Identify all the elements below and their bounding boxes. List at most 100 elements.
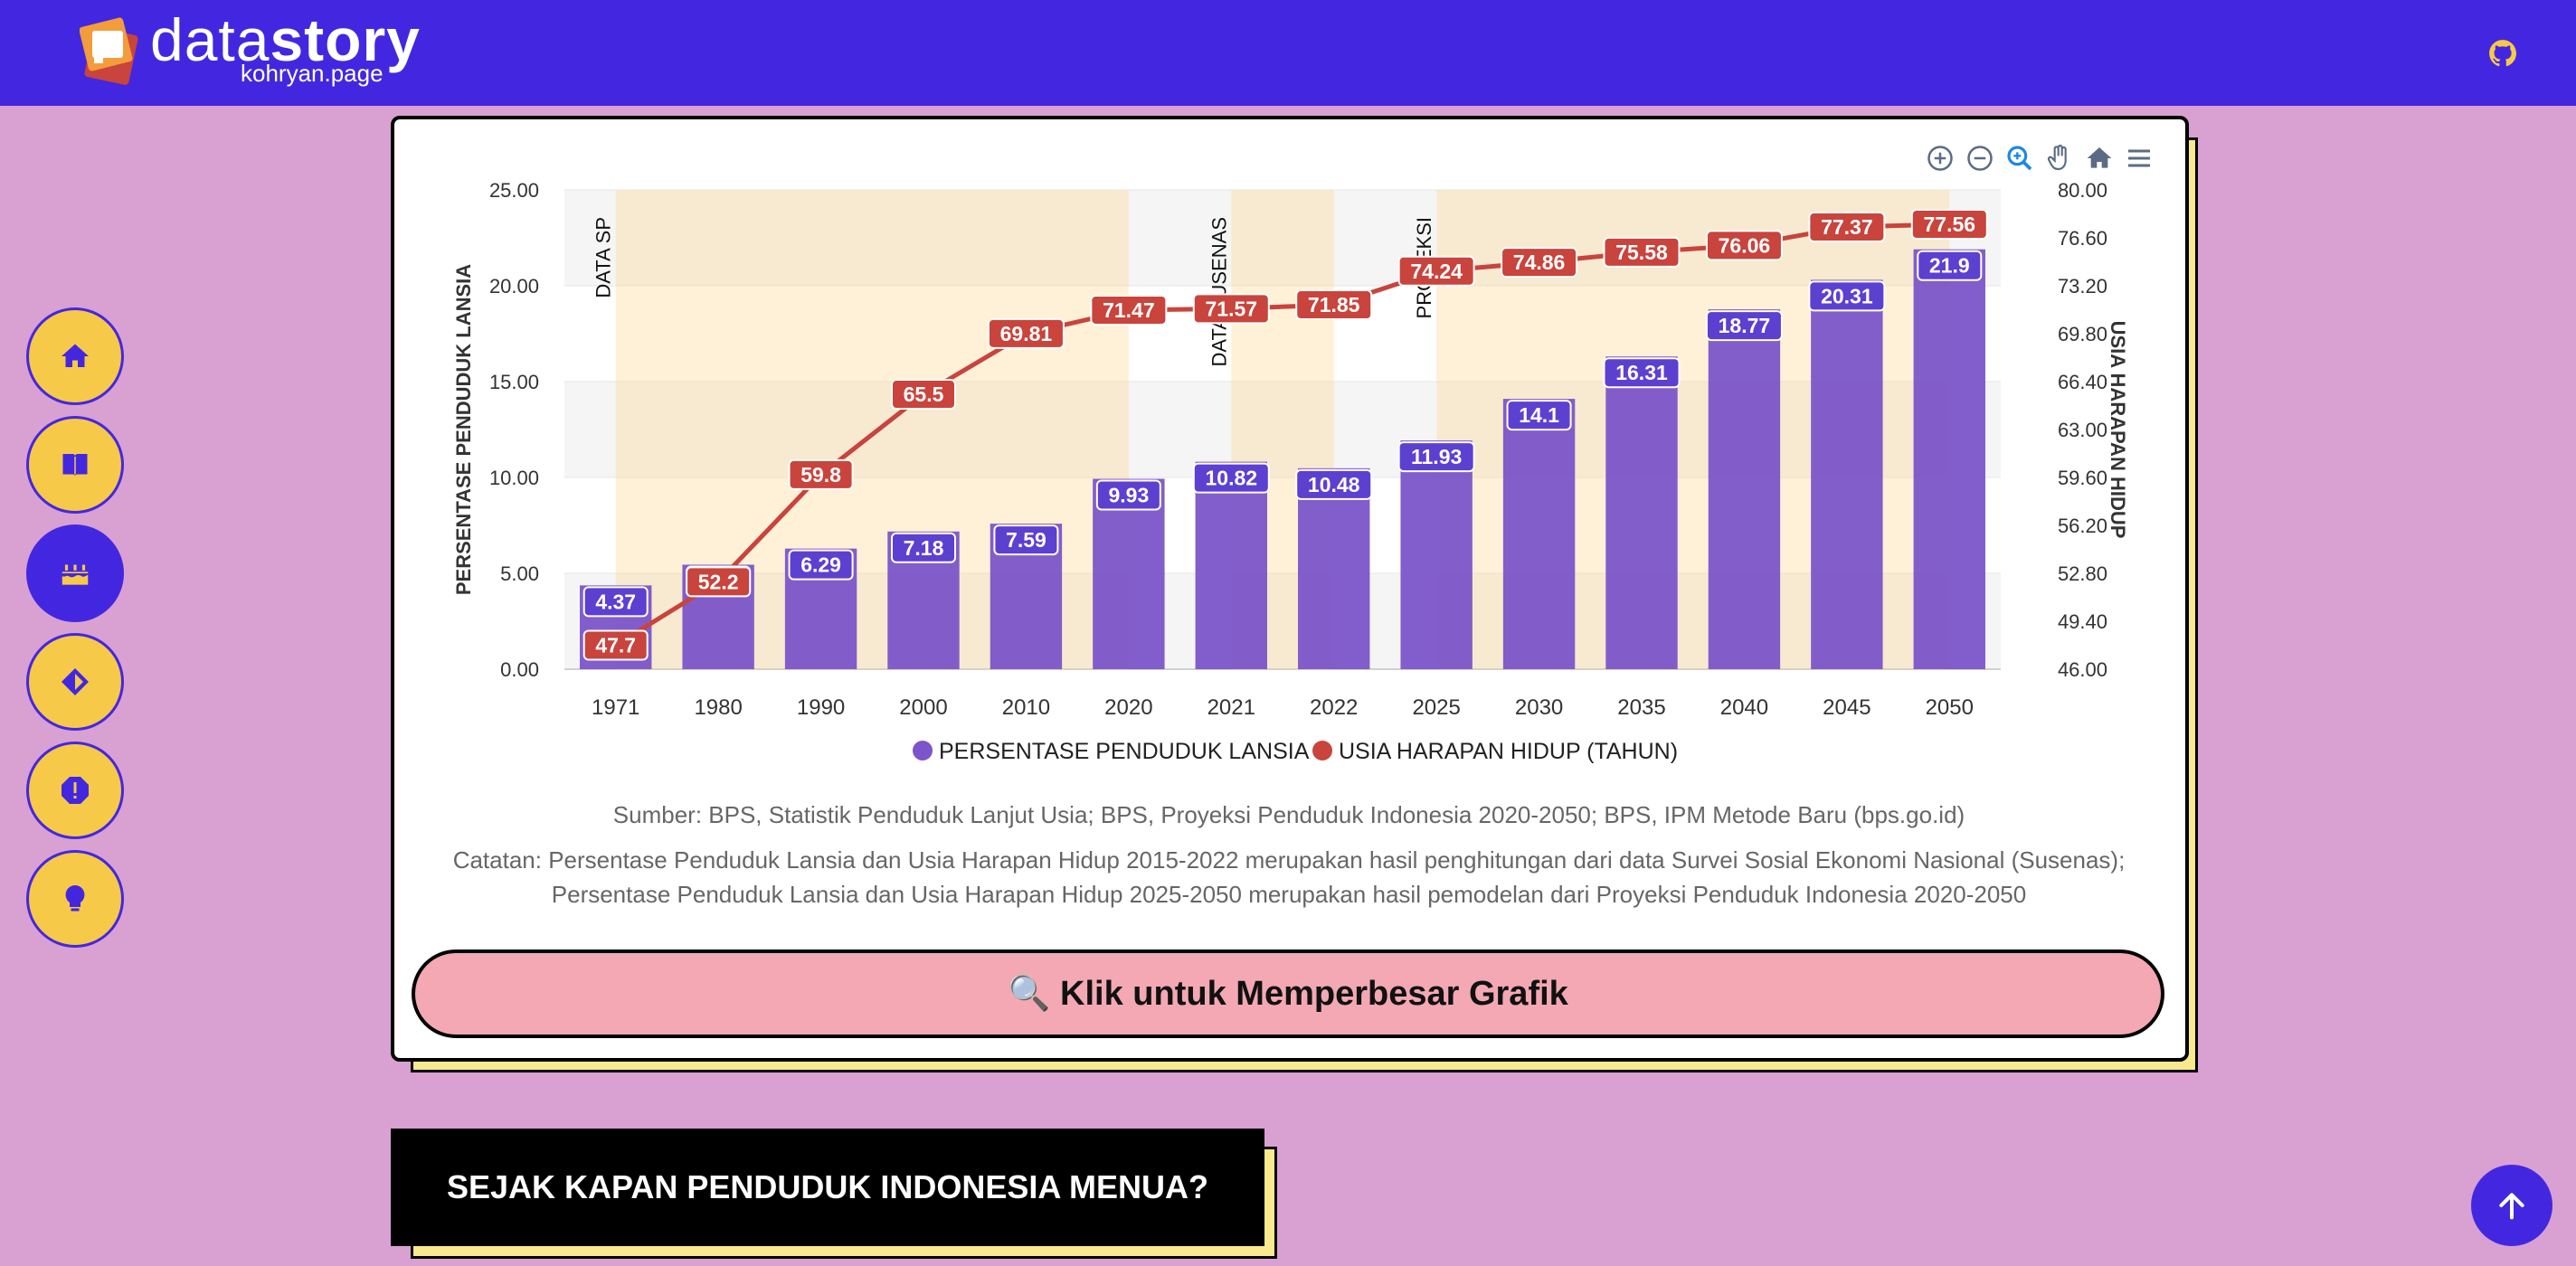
zoom-in-icon[interactable] xyxy=(1925,143,1956,174)
legend-marker-line xyxy=(1312,741,1332,761)
bar-data-label-box xyxy=(1917,250,1983,281)
x-tick-label: 2025 xyxy=(1412,695,1460,720)
bar-data-label: 10.82 xyxy=(1206,467,1258,490)
nav-diamond-button[interactable] xyxy=(26,633,124,731)
line-data-label-box xyxy=(1397,255,1475,287)
enlarge-chart-button[interactable]: 🔍 Klik untuk Memperbesar Grafik xyxy=(412,950,2164,1038)
logo-wordmark[interactable]: datastory xyxy=(150,7,421,72)
line-data-label-box xyxy=(1090,294,1168,326)
book-icon xyxy=(62,454,88,476)
line-data-label-box xyxy=(582,629,649,661)
y2-tick-label: 52.80 xyxy=(2058,562,2107,585)
line-data-label: 74.24 xyxy=(1410,260,1463,283)
section-heading: SEJAK KAPAN PENDUDUK INDONESIA MENUA? xyxy=(391,1129,1264,1246)
line-data-label: 75.58 xyxy=(1615,241,1668,264)
bar-data-label-box xyxy=(1192,462,1270,494)
bar-data-label: 14.1 xyxy=(1519,403,1559,427)
x-tick-label: 1980 xyxy=(694,695,742,720)
line-data-label: 71.57 xyxy=(1206,297,1258,320)
legend-marker-bars xyxy=(913,741,933,761)
bar-data-label: 7.18 xyxy=(904,536,944,560)
bar-data-label: 11.93 xyxy=(1411,445,1462,468)
bar-data-label: 21.9 xyxy=(1929,254,1970,278)
line-data-label: 74.86 xyxy=(1513,250,1566,274)
line-data-label-box xyxy=(891,379,956,411)
bar-data-label-box xyxy=(1808,280,1886,312)
top-navbar: datastory kohryan.page xyxy=(0,0,2576,106)
bar xyxy=(1195,461,1267,669)
y-tick-label: 0.00 xyxy=(500,658,539,681)
diamond-icon xyxy=(62,668,89,695)
github-icon[interactable] xyxy=(2487,38,2518,69)
nav-lightbulb-button[interactable] xyxy=(26,850,124,948)
bar-data-label-box xyxy=(1295,468,1373,500)
note-line-1: Catatan: Persentase Penduduk Lansia dan … xyxy=(452,846,2126,874)
y2-tick-label: 73.20 xyxy=(2058,275,2107,298)
bar-data-label-box xyxy=(1397,441,1475,473)
bar xyxy=(1298,468,1370,669)
chart-toolbar xyxy=(1925,143,2155,175)
bar xyxy=(1811,279,1883,669)
line-data-label: 69.81 xyxy=(1000,322,1053,345)
nav-cake-button[interactable] xyxy=(26,524,124,622)
reset-home-icon[interactable] xyxy=(2084,143,2115,174)
y2-tick-label: 46.00 xyxy=(2058,658,2107,681)
bar-data-label: 9.93 xyxy=(1108,483,1149,506)
zoom-out-icon[interactable] xyxy=(1965,143,1995,174)
line-data-label: 65.5 xyxy=(904,383,944,406)
line-data-label: 47.7 xyxy=(595,634,636,657)
x-tick-label: 2030 xyxy=(1515,695,1563,720)
bar-data-label: 6.29 xyxy=(800,553,841,577)
cake-icon xyxy=(62,564,89,585)
line-data-label-box xyxy=(788,458,854,490)
line-data-label: 71.85 xyxy=(1308,293,1360,316)
line-data-label: 77.56 xyxy=(1924,213,1976,236)
logo-subtitle: kohryan.page xyxy=(241,60,384,87)
line-data-label: 71.47 xyxy=(1103,298,1155,322)
line-data-label: 52.2 xyxy=(698,570,739,593)
bar-data-label-box xyxy=(1506,400,1572,431)
nav-book-button[interactable] xyxy=(26,416,124,514)
bar-data-label-box xyxy=(891,532,956,563)
bar-data-label: 16.31 xyxy=(1615,361,1668,384)
logo-icon[interactable] xyxy=(80,14,150,89)
x-tick-label: 2022 xyxy=(1310,695,1358,720)
y-tick-label: 25.00 xyxy=(489,179,539,202)
y2-tick-label: 63.00 xyxy=(2058,419,2107,441)
bar xyxy=(1913,249,1985,669)
legend-label-line: USIA HARAPAN HIDUP (TAHUN) xyxy=(1339,739,1678,764)
note-line-2: Persentase Penduduk Lansia dan Usia Hara… xyxy=(551,881,2027,908)
x-tick-label: 1971 xyxy=(592,695,639,720)
alert-octagon-icon xyxy=(62,777,89,804)
y-tick-label: 5.00 xyxy=(500,562,539,585)
x-tick-label: 2000 xyxy=(899,695,947,720)
y2-tick-label: 59.60 xyxy=(2058,467,2107,489)
menu-icon[interactable] xyxy=(2124,143,2155,174)
y2-axis-title: USIA HARAPAN HIDUP xyxy=(2107,321,2129,539)
nav-home-button[interactable] xyxy=(26,307,124,405)
line-data-label-box xyxy=(1910,209,1988,241)
nav-alert-button[interactable] xyxy=(26,742,124,839)
y2-tick-label: 56.20 xyxy=(2058,515,2107,537)
bar xyxy=(1093,478,1165,669)
bar-data-label: 7.59 xyxy=(1006,528,1046,552)
line-data-label-box xyxy=(1501,247,1578,279)
y2-tick-label: 49.40 xyxy=(2058,610,2107,633)
lightbulb-icon xyxy=(65,885,85,912)
y-tick-label: 20.00 xyxy=(489,275,539,298)
x-tick-label: 2035 xyxy=(1617,695,1665,720)
pan-hand-icon[interactable] xyxy=(2044,143,2075,174)
bar xyxy=(1400,440,1473,669)
annotation-label: DATA SP xyxy=(592,217,615,298)
zoom-select-icon[interactable] xyxy=(2004,143,2035,174)
bar-data-label-box xyxy=(1705,310,1783,342)
x-tick-label: 2040 xyxy=(1720,695,1768,720)
back-to-top-button[interactable] xyxy=(2471,1165,2552,1246)
home-icon xyxy=(62,344,89,367)
y2-tick-label: 80.00 xyxy=(2058,179,2107,202)
line-data-label: 77.37 xyxy=(1821,215,1873,239)
bar-data-label-box xyxy=(993,524,1059,556)
x-tick-label: 2010 xyxy=(1002,695,1050,720)
legend-label-bars: PERSENTASE PENDUDUK LANSIA xyxy=(939,739,1310,764)
source-text: Sumber: BPS, Statistik Penduduk Lanjut U… xyxy=(612,801,1965,828)
